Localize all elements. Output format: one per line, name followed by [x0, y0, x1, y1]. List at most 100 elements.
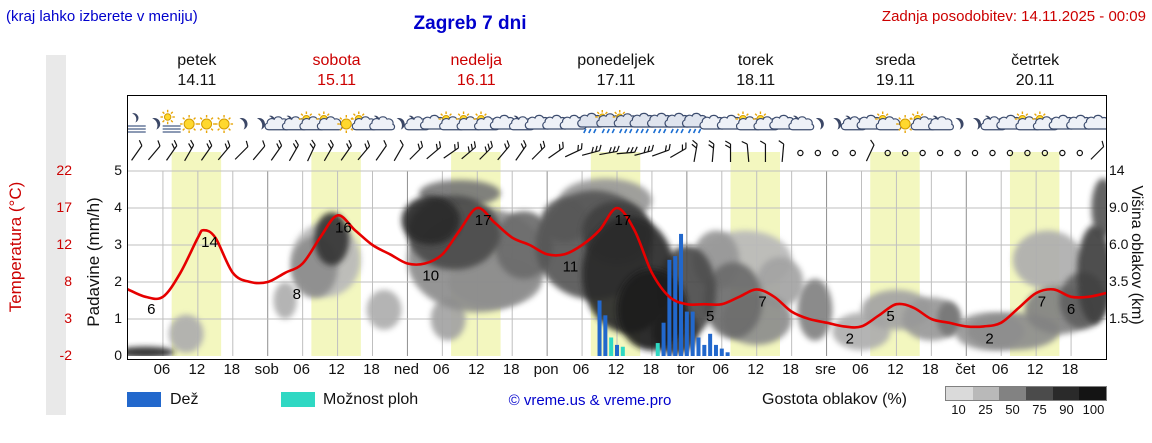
wind-barb-icon: [504, 143, 508, 150]
sun-icon: [180, 115, 199, 133]
x-axis-tick: 18: [782, 361, 799, 378]
moon-cloud-icon: [928, 115, 954, 131]
x-axis-tick: čet: [955, 361, 976, 378]
wind-barb-icon: [147, 145, 161, 161]
temp-axis-tick: 3: [64, 310, 72, 326]
calm-wind-icon: [936, 149, 944, 157]
precip-axis-tick: 2: [114, 273, 122, 289]
x-axis-tick: 12: [607, 361, 625, 378]
wind-barb-icon: [309, 143, 314, 149]
temp-axis-tick: 8: [64, 273, 72, 289]
wind-barb-icon: [539, 143, 543, 150]
density-cell: [1052, 387, 1080, 400]
copyright-link[interactable]: © vreme.us & vreme.pro: [508, 392, 672, 409]
temperature-value-labels: 6 14 8 16 10 17 11 17 5 7 2 5 2 7 6: [147, 212, 1075, 347]
day-name: sreda: [875, 52, 916, 69]
showers-legend-swatch: [281, 392, 315, 407]
wind-barb-icon: [591, 146, 594, 153]
calm-wind-icon: [797, 149, 804, 157]
precip-axis-tick: 0: [114, 347, 122, 363]
wind-barb-icon: [131, 145, 143, 161]
calm-wind-icon: [1041, 149, 1049, 157]
density-tick-labels: 10 25 50 75 90 100: [945, 402, 1107, 417]
moon-icon: [972, 118, 982, 130]
wind-barb-icon: [375, 145, 387, 161]
sun-icon: [215, 115, 234, 133]
day-name: sobota: [312, 52, 361, 69]
wind-barb-icon: [612, 146, 616, 153]
showers-legend-label: Možnost ploh: [323, 391, 419, 408]
wind-barb-icon: [564, 148, 582, 158]
wind-barb-icon: [616, 145, 620, 152]
wind-barb-icon: [515, 145, 527, 161]
day-header-sobota: sobota 15.11: [267, 51, 407, 91]
shower-bar: [609, 337, 614, 356]
wind-barb-icon: [781, 143, 785, 163]
x-axis-tick: 06: [433, 361, 450, 378]
day-header-nedelja: nedelja 16.11: [406, 51, 546, 91]
wind-barb-icon: [542, 140, 546, 147]
temperature-value-label: 8: [293, 286, 301, 303]
cloud-blob: [273, 282, 297, 319]
wind-barb-icon: [643, 146, 647, 153]
wind-barb-icon: [711, 143, 715, 163]
rain-bar: [725, 352, 730, 356]
rain-bar: [702, 344, 707, 356]
wind-barb-icon: [364, 143, 368, 150]
meteogram-chart: 6 14 8 16 10 17 11 17 5 7 2 5 2 7 6: [126, 109, 1111, 356]
wind-barb-icon: [581, 150, 600, 156]
cloud-blob: [1076, 225, 1106, 324]
sun-icon: [197, 115, 216, 133]
x-axis-tick: 18: [1061, 361, 1079, 378]
cloud-blob: [937, 301, 961, 337]
wind-barb-icon: [647, 145, 651, 152]
rain-bar: [708, 333, 713, 356]
temperature-value-label: 10: [422, 268, 439, 285]
wind-row: [131, 139, 1105, 163]
wind-barb-icon: [865, 144, 875, 162]
density-cell: [1079, 387, 1107, 400]
wind-barb-icon: [292, 143, 297, 149]
cloud-blob: [366, 289, 402, 330]
wind-barb-icon: [346, 143, 350, 150]
calm-wind-icon: [849, 149, 856, 157]
wind-barb-icon: [227, 140, 231, 147]
wind-barb-icon: [307, 144, 316, 162]
wind-barb-icon: [340, 145, 352, 161]
wind-barb-icon: [1101, 140, 1105, 147]
wind-barb-icon: [630, 146, 634, 153]
cloud-axis-tick: 3.5: [1109, 273, 1129, 289]
moon-icon: [955, 118, 964, 130]
rain-bar: [661, 322, 666, 356]
sun-cloud-icon: [438, 111, 465, 131]
temperature-value-label: 6: [147, 301, 155, 318]
moon-fog-icon: [127, 113, 146, 133]
x-axis-tick: 06: [712, 361, 730, 378]
wind-barb-icon: [467, 146, 470, 153]
moon-icon: [152, 118, 161, 130]
x-axis-tick: 06: [572, 361, 590, 378]
rain-bar: [667, 259, 672, 356]
precip-axis-tick: 5: [114, 162, 122, 178]
cloud-axis-tick: 14: [1109, 162, 1125, 178]
wind-barb-icon: [438, 141, 442, 148]
temperature-value-label: 2: [846, 330, 854, 347]
density-cell: [999, 387, 1027, 400]
day-date: 14.11: [177, 72, 217, 89]
cloud-density-scale: 10 25 50 75 90 100: [945, 386, 1107, 418]
precip-axis-tick: 4: [114, 199, 122, 215]
density-cell: [1026, 387, 1053, 400]
x-axis-tick: 12: [328, 361, 345, 378]
wind-barb-icon: [409, 146, 423, 160]
wind-barb-icon: [348, 139, 353, 146]
shower-bar: [655, 343, 660, 356]
wind-barb-icon: [708, 144, 714, 149]
day-date: 17.11: [596, 72, 636, 89]
rain-bar: [615, 344, 619, 356]
cloud-axis-tick: 6.0: [1109, 236, 1129, 252]
wind-barb-icon: [420, 140, 424, 147]
sun-cloud-icon: [875, 111, 902, 131]
sun-icon: [896, 115, 915, 133]
temperature-value-label: 5: [886, 308, 894, 325]
precipitation-bars: [597, 233, 730, 356]
